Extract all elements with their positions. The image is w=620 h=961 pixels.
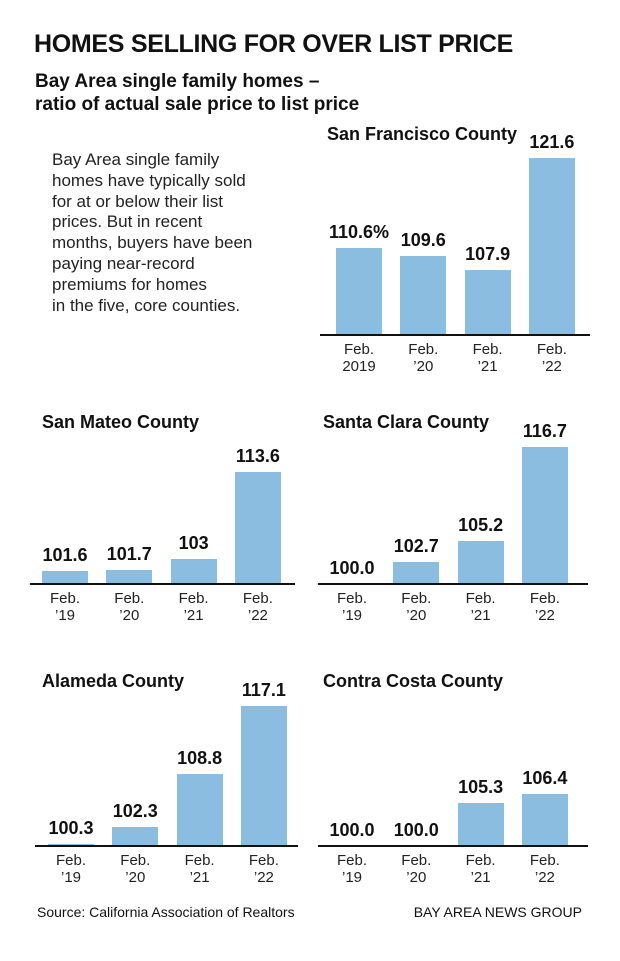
value-label: 101.7 xyxy=(106,544,152,565)
value-label: 105.3 xyxy=(458,776,504,797)
x-tick-label: Feb. ’21 xyxy=(472,341,503,375)
bar xyxy=(112,827,159,846)
value-label: 116.7 xyxy=(522,421,567,442)
baseline xyxy=(35,845,298,847)
bar xyxy=(234,472,281,584)
bar xyxy=(528,157,575,335)
bar xyxy=(457,541,504,584)
x-tick-label: Feb. ’22 xyxy=(529,590,560,624)
chart-title: San Mateo County xyxy=(42,412,200,432)
x-tick-label: Feb. ’20 xyxy=(114,590,145,624)
x-tick-label: Feb. ’22 xyxy=(248,852,279,886)
x-tick-label: Feb. ’19 xyxy=(336,852,367,886)
title: HOMES SELLING FOR OVER LIST PRICE xyxy=(34,30,514,58)
value-label: 103 xyxy=(178,533,209,554)
x-tick-label: Feb. ’20 xyxy=(401,852,432,886)
bar xyxy=(240,705,287,846)
baseline xyxy=(318,845,588,847)
value-label: 105.2 xyxy=(458,515,504,536)
description: Bay Area single family homes have typica… xyxy=(52,150,253,315)
bar xyxy=(42,570,88,584)
x-tick-label: Feb. 2019 xyxy=(342,341,376,375)
value-label: 117.1 xyxy=(241,679,286,700)
x-tick-label: Feb. ’21 xyxy=(178,590,209,624)
x-tick-label: Feb. ’22 xyxy=(536,341,567,375)
bar xyxy=(393,561,440,584)
bar xyxy=(106,570,153,584)
x-tick-label: Feb. ’20 xyxy=(401,590,432,624)
x-tick-label: Feb. ’22 xyxy=(242,590,273,624)
x-tick-label: Feb. ’20 xyxy=(120,852,151,886)
x-tick-label: Feb. ’19 xyxy=(336,590,367,624)
chart-title: San Francisco County xyxy=(327,124,518,144)
bar xyxy=(170,559,217,584)
value-label: 102.3 xyxy=(112,801,158,822)
value-label: 108.8 xyxy=(177,747,223,768)
x-tick-label: Feb. ’21 xyxy=(465,852,496,886)
value-label: 107.9 xyxy=(465,244,511,265)
value-label: 106.4 xyxy=(522,767,568,788)
value-label: 109.6 xyxy=(400,230,446,251)
value-label: 100.3 xyxy=(48,817,94,838)
bar xyxy=(464,270,511,335)
bar xyxy=(336,248,382,335)
bar xyxy=(48,843,94,846)
bar xyxy=(457,802,504,846)
baseline xyxy=(318,583,588,585)
x-tick-label: Feb. ’19 xyxy=(49,590,80,624)
bar xyxy=(400,256,447,335)
subtitle: Bay Area single family homes – ratio of … xyxy=(35,71,360,115)
source: Source: California Association of Realto… xyxy=(37,904,295,920)
bar xyxy=(521,447,568,584)
x-tick-label: Feb. ’19 xyxy=(55,852,86,886)
value-label: 121.6 xyxy=(529,131,575,152)
x-tick-label: Feb. ’21 xyxy=(465,590,496,624)
value-label: 102.7 xyxy=(393,535,439,556)
baseline xyxy=(320,334,590,336)
credit: BAY AREA NEWS GROUP xyxy=(413,904,582,920)
bar xyxy=(521,793,568,846)
value-label: 100.0 xyxy=(393,820,439,840)
value-label: 110.6% xyxy=(328,222,390,243)
baseline xyxy=(30,583,295,585)
bar xyxy=(176,773,223,846)
chart-title: Alameda County xyxy=(42,671,185,691)
value-label: 100.0 xyxy=(329,820,375,840)
x-tick-label: Feb. ’22 xyxy=(529,852,560,886)
x-tick-label: Feb. ’21 xyxy=(184,852,215,886)
value-label: 100.0 xyxy=(329,558,375,578)
chart-title: Contra Costa County xyxy=(323,671,503,691)
x-tick-label: Feb. ’20 xyxy=(408,341,439,375)
value-label: 113.6 xyxy=(235,446,280,467)
chart-title: Santa Clara County xyxy=(323,412,490,432)
value-label: 101.6 xyxy=(42,544,88,565)
